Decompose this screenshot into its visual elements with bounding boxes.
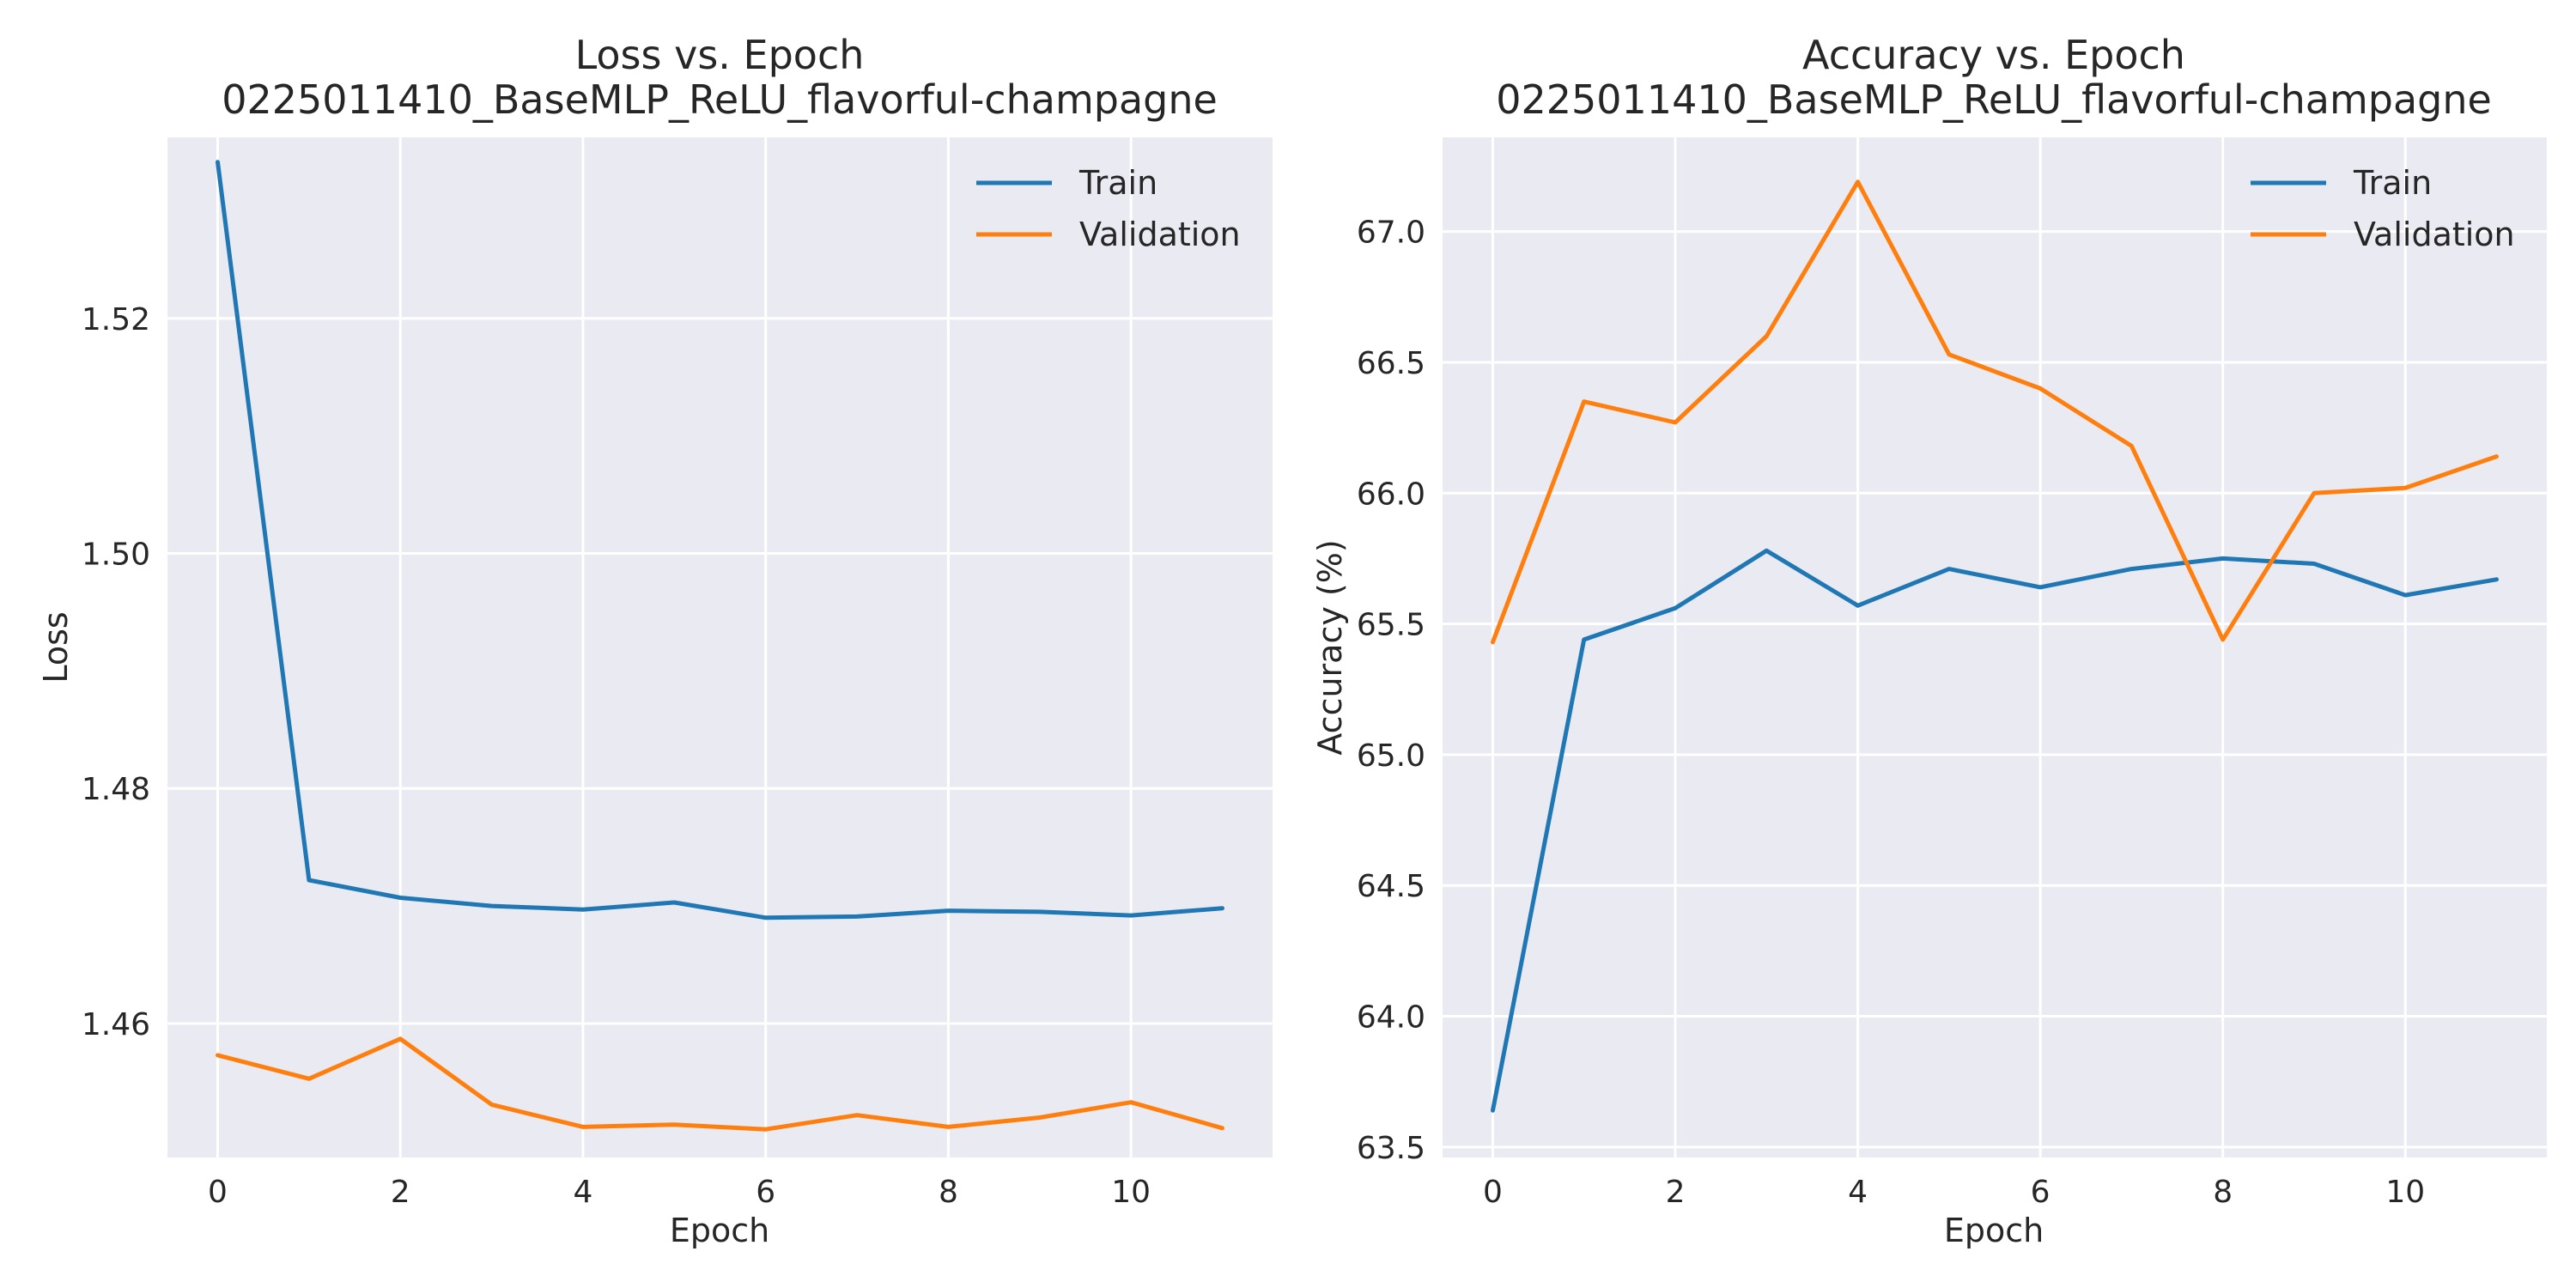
y-tick-label: 66.0 [1357, 477, 1425, 512]
legend: Train Validation [2251, 164, 2515, 253]
chart-title: Accuracy vs. Epoch [1802, 32, 2185, 78]
plot-area [167, 137, 1273, 1157]
chart-title: Loss vs. Epoch [575, 32, 865, 78]
series-layer [1491, 179, 2499, 1113]
x-tick-label: 0 [208, 1175, 228, 1210]
x-tick-label: 2 [391, 1175, 410, 1210]
x-tick-label: 10 [2385, 1175, 2425, 1210]
y-tick-label: 64.5 [1357, 869, 1425, 904]
y-tick-label: 65.0 [1357, 738, 1425, 774]
series-line-validation [216, 1036, 1224, 1132]
accuracy-chart: Accuracy vs. Epoch 0225011410_BaseMLP_Re… [1311, 32, 2547, 1249]
x-tick-label: 6 [2031, 1175, 2050, 1210]
x-axis-label: Epoch [1944, 1212, 2044, 1249]
tick-labels: 0 2 4 6 8 10 1.46 1.48 1.50 1.52 [82, 302, 1151, 1210]
x-tick-label: 2 [1666, 1175, 1686, 1210]
x-tick-label: 6 [756, 1175, 775, 1210]
y-tick-label: 65.5 [1357, 608, 1425, 643]
tick-labels: 0 2 4 6 8 10 63.5 64.0 64.5 65.0 65.5 66.0 66.5 67.0 [1357, 216, 2425, 1210]
series-line-train [216, 160, 1224, 920]
x-tick-label: 8 [2213, 1175, 2233, 1210]
x-axis-label: Epoch [670, 1212, 769, 1249]
y-tick-label: 66.5 [1357, 346, 1425, 381]
y-tick-label: 1.46 [82, 1007, 150, 1042]
y-tick-label: 1.52 [82, 302, 150, 337]
plot-area [1443, 137, 2547, 1157]
legend: Train Validation [976, 164, 1241, 253]
series-layer [216, 160, 1224, 1132]
legend-label: Train [2353, 164, 2432, 202]
y-tick-label: 1.50 [82, 538, 150, 573]
y-tick-label: 64.0 [1357, 1000, 1425, 1036]
y-axis-label: Accuracy (%) [1311, 539, 1349, 755]
grid [167, 137, 1273, 1157]
legend-label: Validation [2354, 216, 2515, 253]
chart-subtitle: 0225011410_BaseMLP_ReLU_flavorful-champa… [222, 76, 1218, 123]
x-tick-label: 10 [1111, 1175, 1151, 1210]
y-tick-label: 1.48 [82, 772, 150, 807]
legend-label: Train [1078, 164, 1157, 202]
series-line-validation [1491, 179, 2499, 645]
grid [1443, 137, 2547, 1157]
series-line-train [1491, 548, 2499, 1113]
y-tick-label: 63.5 [1357, 1131, 1425, 1166]
chart-subtitle: 0225011410_BaseMLP_ReLU_flavorful-champa… [1496, 76, 2492, 123]
x-tick-label: 8 [939, 1175, 958, 1210]
y-tick-label: 67.0 [1357, 216, 1425, 251]
legend-label: Validation [1079, 216, 1241, 253]
loss-chart: Loss vs. Epoch 0225011410_BaseMLP_ReLU_f… [37, 32, 1273, 1249]
x-tick-label: 4 [574, 1175, 593, 1210]
y-axis-label: Loss [37, 611, 75, 683]
x-tick-label: 4 [1848, 1175, 1868, 1210]
x-tick-label: 0 [1483, 1175, 1503, 1210]
